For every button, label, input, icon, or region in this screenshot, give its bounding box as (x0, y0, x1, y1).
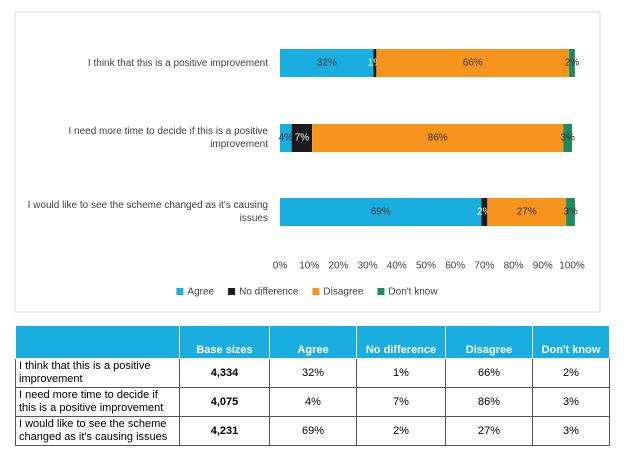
bar-segment (566, 198, 575, 226)
data-label: 66% (463, 58, 483, 69)
x-tick-label: 90% (533, 261, 553, 272)
bar-segment (280, 124, 292, 152)
bar-segment (376, 49, 570, 77)
table-body: I think that this is a positive improvem… (15, 358, 610, 446)
data-label: 86% (428, 133, 448, 144)
header-cell: Don't know (532, 325, 610, 359)
legend-swatch (228, 288, 236, 295)
legend-swatch (312, 288, 320, 295)
bar-segment (569, 49, 575, 77)
category-label-box: I need more time to decide if this is a … (68, 126, 268, 150)
data-label: 7% (295, 133, 310, 144)
header-cell: No difference (356, 325, 446, 359)
x-tick-label: 30% (358, 261, 378, 272)
table-cell: 2% (532, 358, 610, 388)
x-tick-label: 100% (559, 261, 585, 272)
legend-label: No difference (239, 287, 299, 298)
data-label: 32% (317, 58, 337, 69)
data-label: 69% (371, 207, 391, 218)
table-cell: 69% (269, 416, 357, 446)
x-tick-label: 80% (504, 261, 524, 272)
bar-segment (280, 49, 374, 77)
x-tick-label: 50% (416, 261, 436, 272)
chart: I think that this is a positive improvem… (14, 11, 601, 313)
bar-segment (312, 124, 564, 152)
table-cell: I think that this is a positive improvem… (15, 358, 180, 388)
legend-swatch (377, 288, 385, 295)
table-cell: 4,075 (179, 387, 270, 417)
data-label: 3% (560, 133, 575, 144)
legend: Agree No difference Disagree Don't know (176, 287, 438, 298)
data-label: 2% (565, 58, 580, 69)
bar-segment (373, 49, 377, 77)
table-cell: 27% (445, 416, 533, 446)
bar-segment (291, 124, 313, 152)
table-cell: I need more time to decide if this is a … (15, 387, 180, 417)
legend-label: Disagree (323, 287, 363, 298)
category-label: I need more time to decide if this is a … (68, 126, 268, 150)
x-tick-label: 70% (474, 261, 494, 272)
legend-label: Don't know (388, 287, 438, 298)
data-label: 3% (563, 207, 578, 218)
header-cell: Agree (269, 325, 357, 359)
data-label: 27% (517, 207, 537, 218)
table-cell: 3% (532, 387, 610, 417)
table-cell: 2% (356, 416, 446, 446)
table-cell: 4,231 (179, 416, 270, 446)
legend-swatch (176, 288, 184, 295)
table-cell: 32% (269, 358, 357, 388)
bar-segment (563, 124, 572, 152)
table-cell: I would like to see the scheme changed a… (15, 416, 180, 446)
table-cell: 4,334 (179, 358, 270, 388)
x-tick-label: 40% (387, 261, 407, 272)
data-label: 4% (279, 133, 294, 144)
x-tick-label: 0% (273, 261, 288, 272)
x-tick-label: 20% (328, 261, 348, 272)
header-cell: Disagree (445, 325, 533, 359)
header-cell (15, 325, 180, 359)
table-cell: 1% (356, 358, 446, 388)
bar-segment (487, 198, 567, 226)
data-label: 1% (368, 58, 383, 69)
table-row: I think that this is a positive improvem… (15, 358, 610, 388)
bar-segment (481, 198, 488, 226)
table-row: I need more time to decide if this is a … (15, 387, 610, 417)
category-label-box: I would like to see the scheme changed a… (27, 200, 268, 224)
table-row: I would like to see the scheme changed a… (15, 416, 610, 446)
legend-label: Agree (187, 287, 214, 298)
bar-segment (280, 198, 482, 226)
category-label-box: I think that this is a positive improvem… (87, 57, 268, 69)
data-label: 2% (477, 207, 492, 218)
table-cell: 7% (356, 387, 446, 417)
data-table: Base sizes Agree No difference Disagree Don'… (15, 325, 610, 446)
table-cell: 66% (445, 358, 533, 388)
category-label: I would like to see the scheme changed a… (27, 200, 268, 224)
x-tick-label: 10% (299, 261, 319, 272)
x-tick-label: 60% (445, 261, 465, 272)
table-cell: 3% (532, 416, 610, 446)
table-cell: 4% (269, 387, 357, 417)
table-cell: 86% (445, 387, 533, 417)
header-row: Base sizes Agree No difference Disagree Don'… (15, 325, 610, 359)
header-cell: Base sizes (179, 325, 270, 359)
category-label: I think that this is a positive improvem… (87, 57, 268, 69)
